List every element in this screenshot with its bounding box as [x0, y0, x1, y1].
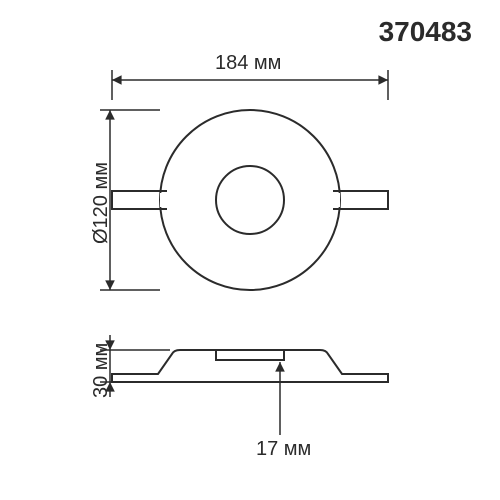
dim-label-width: 184 мм: [215, 52, 281, 75]
dim-label-diameter: Ø120 мм: [90, 162, 113, 244]
dim-label-height: 30 мм: [90, 343, 113, 398]
drawing-svg: [0, 0, 500, 500]
top-view: [112, 110, 388, 290]
dim-inner-height: [272, 362, 288, 435]
side-view: [112, 350, 388, 382]
dim-label-inner-height: 17 мм: [256, 438, 311, 461]
technical-drawing: 370483: [0, 0, 500, 500]
